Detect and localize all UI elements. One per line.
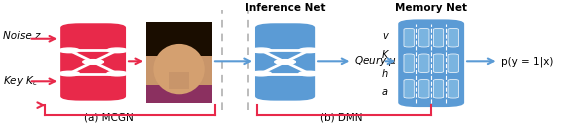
FancyBboxPatch shape [448,79,458,98]
FancyBboxPatch shape [433,54,444,72]
Circle shape [299,48,319,53]
FancyBboxPatch shape [433,79,444,98]
Text: Qeury $\mu$: Qeury $\mu$ [354,54,397,68]
FancyBboxPatch shape [255,23,315,101]
Text: (b) DMN: (b) DMN [320,113,362,123]
Text: K: K [382,50,388,60]
Circle shape [299,71,319,76]
Circle shape [250,71,272,76]
FancyBboxPatch shape [419,28,429,47]
FancyBboxPatch shape [448,54,458,72]
Bar [146,85,212,103]
Text: Inference Net: Inference Net [245,3,325,13]
Text: Noise z: Noise z [3,31,40,41]
FancyBboxPatch shape [419,79,429,98]
Circle shape [58,48,79,53]
Text: p(y = 1|x): p(y = 1|x) [501,56,554,67]
Circle shape [58,71,79,76]
Circle shape [83,60,103,64]
Bar [146,22,212,56]
FancyBboxPatch shape [433,28,444,47]
FancyBboxPatch shape [60,23,126,101]
FancyBboxPatch shape [419,54,429,72]
FancyBboxPatch shape [398,19,464,107]
Bar [146,22,212,103]
Circle shape [250,48,272,53]
Text: h: h [382,68,388,79]
FancyBboxPatch shape [404,54,414,72]
Ellipse shape [154,44,205,94]
Circle shape [107,48,127,53]
Text: Key $K_c$: Key $K_c$ [3,74,38,88]
Text: (a) MCGN: (a) MCGN [84,113,134,123]
Bar [169,72,189,89]
Text: Memory Net: Memory Net [395,3,467,13]
FancyBboxPatch shape [404,28,414,47]
Text: v: v [382,31,388,41]
Circle shape [274,60,296,64]
FancyBboxPatch shape [448,28,458,47]
Text: a: a [382,87,388,97]
Circle shape [107,71,127,76]
FancyBboxPatch shape [404,79,414,98]
